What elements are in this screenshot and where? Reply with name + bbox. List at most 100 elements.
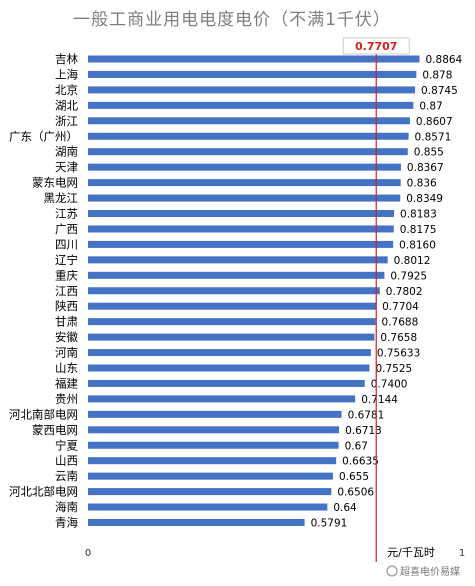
category-label: 蒙东电网 bbox=[32, 176, 78, 190]
value-label: 0.8183 bbox=[400, 209, 437, 221]
bar bbox=[88, 333, 375, 341]
value-label: 0.87 bbox=[419, 100, 442, 112]
bar bbox=[88, 318, 376, 326]
bar bbox=[88, 349, 371, 357]
category-label: 云南 bbox=[55, 469, 78, 483]
category-label: 海南 bbox=[55, 500, 78, 514]
category-label: 吉林 bbox=[55, 52, 78, 66]
bar bbox=[88, 410, 342, 418]
watermark: 超喜电价易媒 bbox=[386, 565, 460, 578]
bar bbox=[88, 426, 340, 434]
value-label: 0.6506 bbox=[337, 487, 374, 499]
value-label: 0.8367 bbox=[407, 162, 444, 174]
value-label: 0.7400 bbox=[371, 378, 408, 390]
category-label: 陕西 bbox=[55, 299, 78, 313]
bar bbox=[88, 271, 385, 279]
value-label: 0.7688 bbox=[382, 317, 419, 329]
value-label: 0.855 bbox=[414, 147, 444, 159]
x-tick-label: 0 bbox=[85, 548, 91, 559]
value-label: 0.8745 bbox=[421, 85, 458, 97]
bar bbox=[88, 287, 380, 295]
category-label: 天津 bbox=[55, 160, 78, 174]
bar bbox=[88, 519, 305, 526]
bar bbox=[88, 488, 332, 496]
category-label: 河南 bbox=[55, 346, 78, 360]
category-label: 河北南部电网 bbox=[9, 407, 78, 421]
value-label: 0.7925 bbox=[390, 270, 427, 282]
x-axis-unit: 元/千瓦时 bbox=[387, 546, 435, 559]
value-label: 0.75633 bbox=[377, 348, 420, 360]
category-label: 浙江 bbox=[55, 114, 78, 128]
value-label: 0.8160 bbox=[399, 239, 436, 251]
value-label: 0.6635 bbox=[342, 456, 379, 468]
bar bbox=[88, 210, 395, 217]
x-tick-label: 1 bbox=[459, 548, 465, 559]
bar bbox=[88, 86, 416, 94]
bar bbox=[88, 240, 394, 248]
value-label: 0.67 bbox=[345, 440, 368, 452]
watermark-text: 超喜电价易媒 bbox=[400, 565, 460, 578]
value-label: 0.6713 bbox=[345, 425, 382, 437]
category-label: 福建 bbox=[55, 376, 78, 390]
value-label: 0.8571 bbox=[415, 131, 452, 143]
value-labels: 0.8864 0.878 0.8745 0.87 0.8607 0.8571 0.855 0.… bbox=[311, 54, 463, 530]
bar bbox=[88, 194, 401, 202]
value-label: 0.836 bbox=[407, 178, 437, 190]
value-label: 0.7704 bbox=[382, 301, 419, 313]
bar bbox=[88, 163, 401, 171]
bar bbox=[88, 472, 333, 480]
bar bbox=[88, 132, 409, 140]
category-label: 江苏 bbox=[55, 207, 78, 221]
value-label: 0.655 bbox=[339, 471, 369, 483]
bar bbox=[88, 225, 394, 233]
value-label: 0.64 bbox=[333, 502, 357, 514]
category-label: 湖南 bbox=[55, 145, 78, 159]
bar bbox=[88, 256, 388, 264]
value-label: 0.8175 bbox=[400, 224, 437, 236]
category-label: 湖北 bbox=[55, 98, 78, 112]
reference-line-group: 0.7707 bbox=[342, 37, 410, 562]
category-label: 蒙西电网 bbox=[32, 423, 78, 437]
category-label: 辽宁 bbox=[55, 253, 78, 267]
bar bbox=[88, 395, 356, 403]
value-label: 0.8864 bbox=[426, 54, 463, 66]
reference-label-box bbox=[342, 37, 410, 55]
value-label: 0.7144 bbox=[361, 394, 398, 406]
reference-label: 0.7707 bbox=[355, 40, 397, 53]
bar bbox=[88, 101, 414, 109]
bar bbox=[88, 379, 365, 387]
bar bbox=[88, 441, 339, 449]
category-label: 江西 bbox=[55, 284, 78, 298]
value-label: 0.5791 bbox=[311, 518, 348, 530]
value-label: 0.878 bbox=[422, 69, 452, 81]
bar bbox=[88, 70, 417, 78]
bar bbox=[88, 364, 370, 372]
value-label: 0.7525 bbox=[375, 363, 412, 375]
value-label: 0.7658 bbox=[380, 332, 417, 344]
x-axis: 0 1 元/千瓦时 bbox=[85, 546, 465, 559]
category-label: 山西 bbox=[55, 454, 78, 468]
category-label: 四川 bbox=[55, 237, 78, 251]
wechat-icon bbox=[386, 565, 398, 577]
value-label: 0.8349 bbox=[406, 193, 443, 205]
category-label: 重庆 bbox=[55, 268, 78, 282]
bar bbox=[88, 117, 410, 125]
category-label: 山东 bbox=[55, 361, 78, 375]
value-label: 0.6781 bbox=[348, 409, 385, 421]
category-label: 黑龙江 bbox=[44, 191, 79, 205]
bar bbox=[88, 55, 420, 63]
bar bbox=[88, 302, 377, 310]
category-label: 宁夏 bbox=[55, 438, 78, 452]
category-label: 贵州 bbox=[55, 392, 78, 406]
bars-layer bbox=[88, 55, 420, 526]
value-label: 0.8607 bbox=[416, 116, 453, 128]
category-label: 河北北部电网 bbox=[9, 485, 78, 499]
bar bbox=[88, 457, 337, 465]
category-label: 北京 bbox=[55, 83, 78, 97]
value-label: 0.7802 bbox=[386, 286, 423, 298]
value-label: 0.8012 bbox=[394, 255, 431, 267]
bar bbox=[88, 148, 408, 156]
